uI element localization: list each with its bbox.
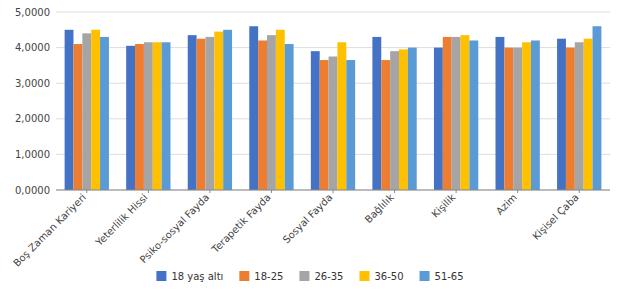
x-tick-label: Sosyal Fayda: [281, 192, 335, 246]
x-tick: [209, 190, 210, 193]
y-tick-label: 2,0000: [15, 113, 50, 124]
bar: [557, 39, 566, 190]
legend-label: 51-65: [435, 271, 464, 282]
bar: [285, 44, 294, 190]
legend: 18 yaş altı 18-25 26-35 36-50 51-65: [156, 271, 463, 282]
x-tick-label: Kişisel Çaba: [530, 192, 580, 242]
bar: [504, 48, 513, 190]
bar: [73, 44, 82, 190]
legend-label: 36-50: [374, 271, 403, 282]
legend-swatch: [299, 271, 309, 281]
grid-line: [56, 12, 610, 13]
bar: [205, 37, 214, 190]
bar: [91, 30, 100, 190]
bar: [593, 26, 602, 190]
bar: [337, 42, 346, 190]
x-tick: [517, 190, 518, 193]
bar: [329, 57, 338, 191]
bar: [223, 30, 232, 190]
y-tick-label: 0,0000: [15, 185, 50, 196]
bar: [408, 48, 417, 190]
bar: [162, 42, 171, 190]
legend-label: 18 yaş altı: [171, 271, 223, 282]
y-tick-label: 4,0000: [15, 42, 50, 53]
x-tick: [271, 190, 272, 193]
bar: [452, 37, 461, 190]
bar: [100, 37, 109, 190]
legend-swatch: [156, 271, 166, 281]
chart: 0,0000 1,0000 2,0000 3,0000 4,0000 5,0000 Boş …: [0, 0, 620, 290]
legend-swatch: [239, 271, 249, 281]
bar: [390, 51, 399, 190]
bar: [126, 46, 135, 190]
bar: [320, 60, 329, 190]
x-tick: [333, 190, 334, 193]
bar: [258, 40, 267, 190]
bar: [575, 42, 584, 190]
bar: [144, 42, 153, 190]
bar: [197, 39, 206, 190]
bar: [276, 30, 285, 190]
bar: [566, 48, 575, 190]
bar: [513, 48, 522, 190]
x-tick-label: Boş Zaman Kariyeri: [11, 192, 88, 269]
x-tick: [394, 190, 395, 193]
y-tick-label: 3,0000: [15, 78, 50, 89]
bar: [469, 40, 478, 190]
x-tick: [148, 190, 149, 193]
legend-label: 26-35: [314, 271, 343, 282]
bar: [82, 33, 91, 190]
bar: [214, 32, 223, 190]
bar: [346, 60, 355, 190]
x-tick-label: Bağlılık: [363, 191, 397, 225]
grid: [56, 12, 610, 190]
bar: [311, 51, 320, 190]
bar: [372, 37, 381, 190]
bar: [434, 48, 443, 190]
x-tick-label: Azim: [494, 192, 519, 217]
x-tick: [86, 190, 87, 193]
bar: [153, 42, 162, 190]
x-tick-label: Kişilik: [429, 191, 457, 219]
legend-label: 18-25: [254, 271, 283, 282]
x-tick-label: Terapetik Fayda: [209, 192, 273, 256]
x-tick-label: Psiko-sosyal Fayda: [138, 192, 212, 266]
bar: [135, 44, 144, 190]
bar: [461, 35, 470, 190]
bar: [188, 35, 197, 190]
bar: [496, 37, 505, 190]
bar: [381, 60, 390, 190]
x-tick: [579, 190, 580, 193]
y-tick-label: 1,0000: [15, 149, 50, 160]
x-tick: [456, 190, 457, 193]
y-tick-label: 5,0000: [15, 7, 50, 18]
bar: [267, 35, 276, 190]
bar: [522, 42, 531, 190]
bar: [443, 37, 452, 190]
bar: [584, 39, 593, 190]
legend-swatch: [420, 271, 430, 281]
bar: [249, 26, 258, 190]
legend-swatch: [359, 271, 369, 281]
x-tick-label: Yeterlilik Hissi: [93, 192, 150, 249]
bar: [399, 49, 408, 190]
bars: [65, 26, 602, 190]
bar: [65, 30, 74, 190]
bar: [531, 40, 540, 190]
